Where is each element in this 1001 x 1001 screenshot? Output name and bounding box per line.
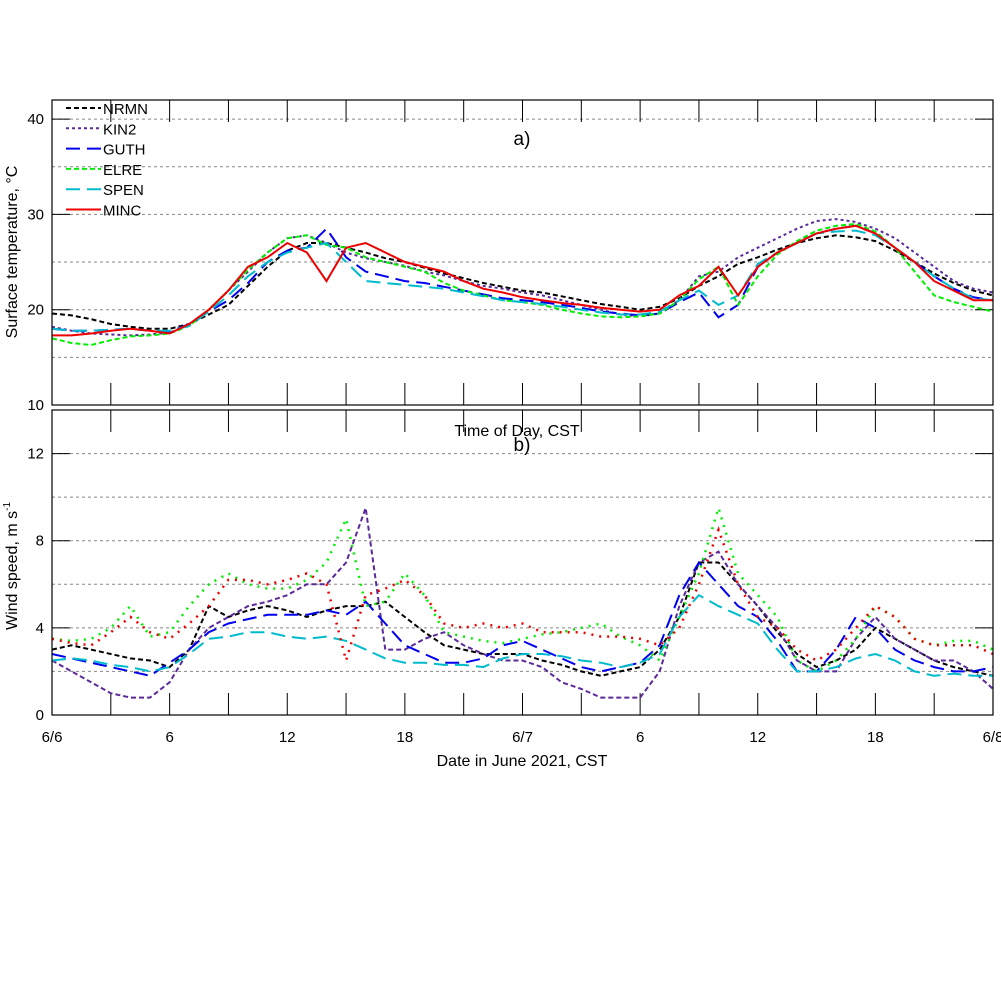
legend: NRMN KIN2 GUTH ELRE SPEN MINC <box>66 101 148 220</box>
y-tick-label: 30 <box>27 206 44 223</box>
x-tick-label: 6/7 <box>512 729 533 746</box>
panel-b-ylabel-sup: -1 <box>2 502 13 511</box>
series-line-minc <box>51 526 994 666</box>
plot-frame <box>51 409 994 716</box>
y-tick-label: 12 <box>27 446 44 463</box>
panel-b-ylabel: Wind speed, m s-1 <box>2 502 21 630</box>
series-line-nrmn <box>51 234 994 330</box>
legend-label-nrmn: NRMN <box>103 101 148 118</box>
series-line-kin2 <box>51 507 994 699</box>
series-line-minc <box>52 224 993 337</box>
y-tick-label: 0 <box>36 707 44 724</box>
panel-b-wind: 0 4 8 12 6/6 6 12 18 6/7 6 12 18 6/8 <box>27 409 1001 746</box>
legend-label-guth: GUTH <box>103 142 146 159</box>
panel-a-temperature: 10 20 30 40 <box>27 99 994 414</box>
series-line-guth <box>51 560 994 677</box>
series-line-spen <box>51 229 994 332</box>
y-tick-label: 40 <box>27 111 44 128</box>
x-axis-title: Date in June 2021, CST <box>437 753 608 770</box>
x-tick-label: 6/6 <box>42 729 63 746</box>
series-line-guth <box>51 224 994 333</box>
x-tick-label: 6 <box>636 729 644 746</box>
x-tick-label: 6/8 <box>983 729 1001 746</box>
x-tick-label: 12 <box>279 729 296 746</box>
legend-label-spen: SPEN <box>103 182 144 199</box>
x-tick-label: 18 <box>397 729 414 746</box>
panel-a-label: a) <box>514 129 531 150</box>
y-tick-label: 8 <box>36 533 44 550</box>
legend-label-kin2: KIN2 <box>103 121 136 138</box>
y-tick-label: 10 <box>27 397 44 414</box>
x-tick-label: 18 <box>867 729 884 746</box>
panel-b-ylabel-main: Wind speed, m s <box>4 511 21 630</box>
panel-b-top-label: Time of Day, CST <box>454 423 580 440</box>
plot-frame <box>51 99 994 406</box>
series-line-elre <box>51 503 994 673</box>
series-line-spen <box>51 593 993 677</box>
x-tick-label: 6 <box>165 729 173 746</box>
series-line-elre <box>51 222 994 347</box>
legend-label-minc: MINC <box>103 203 141 220</box>
y-tick-label: 4 <box>36 620 44 637</box>
panel-b-label: b) <box>514 435 531 456</box>
x-tick-label: 12 <box>749 729 766 746</box>
legend-label-elre: ELRE <box>103 162 142 179</box>
y-tick-label: 20 <box>27 302 44 319</box>
panel-a-ylabel: Surface temperature, °C <box>4 166 21 339</box>
